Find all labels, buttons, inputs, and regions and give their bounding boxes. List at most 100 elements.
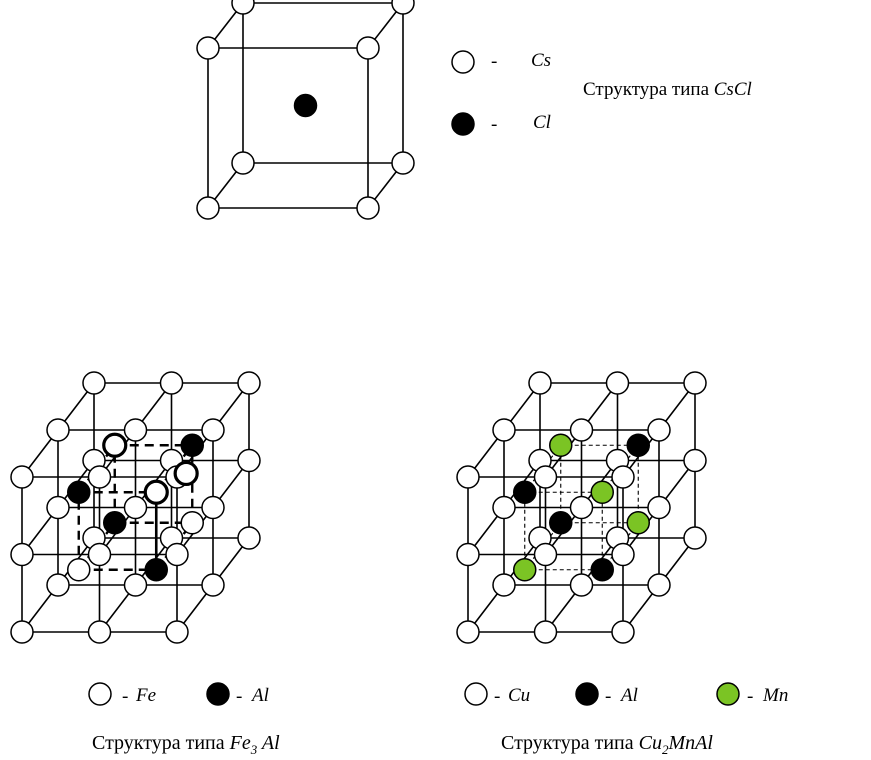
cu-atom xyxy=(611,620,635,644)
cu-atom xyxy=(456,542,480,567)
legend-al-name-right: Al xyxy=(621,685,638,706)
cu-atom xyxy=(611,542,635,567)
fe3al-caption-prefix: Структура типа xyxy=(92,732,225,754)
cu-atom xyxy=(528,371,552,395)
fe3al-supercell xyxy=(10,371,261,644)
cu-atom xyxy=(533,542,558,567)
fe-atom xyxy=(165,620,189,644)
cscl-unit-cell xyxy=(196,0,415,220)
legend-cl-name: Cl xyxy=(533,112,551,133)
cu-atom xyxy=(569,418,594,442)
fe-atom xyxy=(82,371,106,395)
cu-atom xyxy=(647,418,671,442)
fe-atom xyxy=(102,432,128,458)
cu-atom xyxy=(569,495,594,520)
fe-atom xyxy=(87,620,112,644)
cs-atom xyxy=(391,0,415,15)
cu-atom xyxy=(533,620,558,644)
al-atom xyxy=(549,511,573,535)
cu-atom xyxy=(683,526,707,550)
cu-atom xyxy=(569,573,594,597)
fe-atom xyxy=(123,495,148,520)
fe-atom xyxy=(237,526,261,550)
legend-cu-dash: - xyxy=(494,686,501,707)
legend-mn-name: Mn xyxy=(763,685,789,706)
legend-fe-name: Fe xyxy=(136,685,157,706)
cu-atom xyxy=(456,620,480,644)
fe-atom xyxy=(165,542,189,567)
legend-cu-marker xyxy=(464,682,488,706)
cl-atom xyxy=(293,93,318,118)
fe-atom xyxy=(173,460,199,487)
cu-atom xyxy=(605,371,630,395)
mn-atom xyxy=(590,480,614,504)
fe-atom xyxy=(46,418,70,442)
cu-atom xyxy=(683,448,707,473)
cs-atom xyxy=(391,151,415,175)
legend-fe-marker xyxy=(88,682,112,706)
cu-atom xyxy=(456,465,480,489)
cu-atom xyxy=(492,418,516,442)
fe-atom xyxy=(201,495,225,520)
cs-atom xyxy=(356,36,380,60)
cs-atom xyxy=(196,196,220,220)
cs-atom xyxy=(356,196,380,220)
cs-atom xyxy=(231,151,255,175)
mn-atom xyxy=(513,558,537,582)
fe-atom xyxy=(123,418,148,442)
legend-mn-marker xyxy=(716,682,740,706)
cu2mnal-supercell xyxy=(456,371,707,644)
legend-cl-marker xyxy=(451,112,475,136)
cu2mnal-caption-formula: Cu2MnAl xyxy=(638,732,713,757)
legend-al-name-left: Al xyxy=(252,685,269,706)
al-atom xyxy=(626,433,650,457)
legend-cs-dash: - xyxy=(491,51,498,72)
fe-atom xyxy=(46,573,70,597)
cs-atom xyxy=(196,36,220,60)
fe-atom xyxy=(10,465,34,489)
fe-atom xyxy=(159,371,184,395)
fe-atom xyxy=(123,573,148,597)
cu-atom xyxy=(533,465,558,489)
al-atom xyxy=(67,480,91,504)
cu-atom xyxy=(611,465,635,489)
fe-atom xyxy=(180,511,204,535)
fe-atom xyxy=(87,465,112,489)
legend-markers xyxy=(88,50,740,706)
al-atom xyxy=(144,558,168,582)
fe-atom xyxy=(46,495,70,520)
al-atom xyxy=(103,511,127,535)
fe-atom xyxy=(237,448,261,473)
cu2mnal-caption-prefix: Структура типа xyxy=(501,732,634,754)
fe-atom xyxy=(237,371,261,395)
al-atom xyxy=(590,558,614,582)
cu-atom xyxy=(492,495,516,520)
legend-cs-name: Cs xyxy=(531,50,552,71)
mn-atom xyxy=(626,511,650,535)
fe-atom xyxy=(87,542,112,567)
fe-atom xyxy=(201,418,225,442)
legend-al-dash-left: - xyxy=(236,686,243,707)
cscl-title-formula: CsCl xyxy=(713,79,752,100)
cs-atom xyxy=(231,0,255,15)
legend-cl-dash: - xyxy=(491,114,498,135)
fe3al-caption: Структура типа Fe3 Al xyxy=(92,733,280,756)
cu-atom xyxy=(647,495,671,520)
cu-atom xyxy=(683,371,707,395)
legend-fe-dash: - xyxy=(122,686,129,707)
fe3al-caption-formula: Fe3 Al xyxy=(229,732,280,757)
al-atom xyxy=(180,433,204,457)
fe-atom xyxy=(10,542,34,567)
fe-atom xyxy=(67,558,91,582)
cu-atom xyxy=(492,573,516,597)
cscl-title-prefix: Структура типа xyxy=(583,79,709,100)
legend-al-marker-right xyxy=(575,682,599,706)
legend-al-dash-right: - xyxy=(605,686,612,707)
al-atom xyxy=(513,480,537,504)
fe-atom xyxy=(143,479,169,505)
legend-cs-marker xyxy=(451,50,475,74)
legend-al-marker-left xyxy=(206,682,230,706)
cu-atom xyxy=(647,573,671,597)
cscl-title: Структура типа CsCl xyxy=(583,80,752,99)
